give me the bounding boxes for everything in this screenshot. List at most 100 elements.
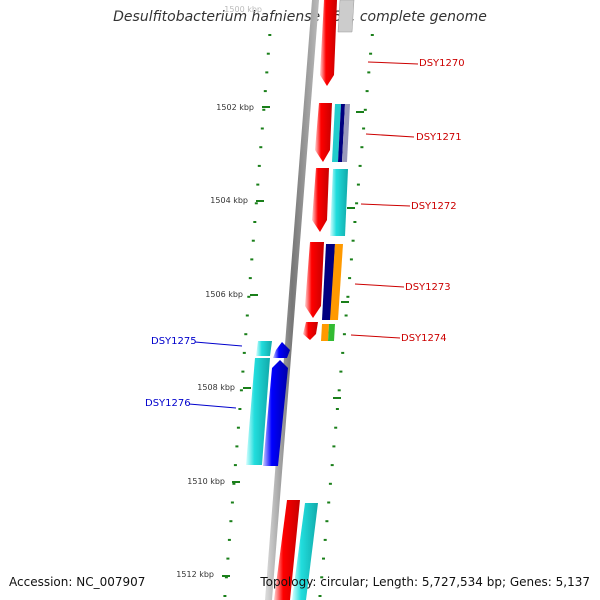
forward-ruler-tick bbox=[325, 520, 329, 523]
reverse-ruler-tick bbox=[262, 108, 266, 111]
gene-shape-dsy1272[interactable] bbox=[312, 168, 329, 232]
gene-leader-lines bbox=[188, 61, 419, 409]
leader-dsy1274 bbox=[350, 334, 401, 339]
forward-ruler-tick bbox=[348, 277, 352, 280]
reverse-ruler-tick bbox=[251, 239, 255, 242]
gene-shape-dsy1271-navy[interactable] bbox=[338, 104, 345, 162]
gene-shape-dsy1271-grey[interactable] bbox=[342, 104, 350, 162]
leader-dsy1272 bbox=[360, 203, 411, 207]
reverse-ruler-tick bbox=[223, 595, 227, 597]
forward-ruler-tick bbox=[342, 333, 346, 336]
accession-label: Accession: bbox=[9, 575, 73, 589]
reverse-ruler-tick bbox=[253, 221, 257, 223]
forward-ruler-tick bbox=[362, 127, 366, 130]
forward-ruler-tick bbox=[346, 295, 350, 298]
forward-ruler bbox=[318, 34, 374, 597]
reverse-ruler-tick bbox=[229, 520, 233, 523]
topology-value: circular bbox=[320, 575, 365, 589]
reverse-ruler-tick bbox=[256, 183, 260, 186]
reverse-ruler-tick bbox=[227, 538, 231, 541]
kbp-label-1512: 1512 kbp bbox=[176, 570, 214, 579]
forward-ruler-tick bbox=[356, 183, 360, 186]
reverse-ruler-tick bbox=[250, 258, 254, 261]
forward-ruler-tick bbox=[318, 595, 322, 597]
kbp-label-1502: 1502 kbp bbox=[216, 103, 254, 112]
gene-shape-top-grey[interactable] bbox=[337, 0, 355, 33]
gene-shape-dsy1274-orange[interactable] bbox=[321, 324, 329, 341]
forward-ruler-tick bbox=[332, 445, 336, 448]
forward-ruler-tick bbox=[323, 538, 327, 541]
reverse-ruler-tick bbox=[259, 146, 263, 149]
gene-shape-dsy1273-orange[interactable] bbox=[330, 244, 343, 320]
forward-ruler-tick bbox=[328, 482, 332, 485]
reverse-ruler-tick bbox=[235, 445, 239, 448]
forward-ruler-tick bbox=[369, 52, 373, 55]
forward-ruler-tick bbox=[320, 576, 324, 579]
reverse-ruler-tick bbox=[257, 164, 261, 167]
kbp-label-1508: 1508 kbp bbox=[197, 383, 235, 392]
forward-ruler-tick bbox=[322, 557, 325, 560]
forward-ruler-tick bbox=[335, 408, 339, 410]
reverse-ruler-tick bbox=[238, 408, 242, 410]
forward-ruler-tick bbox=[363, 108, 367, 111]
gene-shape-dsy1275-blue[interactable] bbox=[273, 342, 290, 358]
gene-shape-dsy1274-green[interactable] bbox=[328, 324, 335, 341]
length-value: 5,727,534 bp bbox=[421, 575, 502, 589]
forward-ruler-tick bbox=[330, 464, 334, 467]
reverse-ruler-tick bbox=[226, 557, 230, 560]
reverse-ruler-tick bbox=[230, 501, 234, 504]
forward-ruler-tick bbox=[358, 164, 362, 167]
leader-dsy1276 bbox=[188, 403, 237, 409]
reverse-ruler-tick bbox=[241, 370, 245, 373]
forward-ruler-tick bbox=[351, 239, 355, 242]
gene-shape-dsy1275[interactable] bbox=[256, 341, 272, 356]
leader-dsy1270 bbox=[367, 61, 419, 65]
leader-dsy1273 bbox=[354, 283, 405, 288]
topology-separator: ; bbox=[364, 575, 373, 589]
gene-shape-bottom-cyan[interactable] bbox=[292, 503, 318, 600]
topology-label: Topology: bbox=[260, 575, 317, 589]
reverse-ruler-tick bbox=[245, 314, 249, 317]
reverse-ruler-tick bbox=[254, 202, 258, 205]
leader-dsy1271 bbox=[365, 133, 415, 138]
gene-label-dsy1271[interactable]: DSY1271 bbox=[416, 132, 462, 143]
reverse-ruler-tick bbox=[263, 90, 267, 93]
gene-shape-bottom-red[interactable] bbox=[274, 500, 300, 600]
kbp-label-1500: 1500 kbp bbox=[224, 5, 262, 14]
gene-shape-dsy1270[interactable] bbox=[320, 0, 337, 86]
gene-labels: DSY1270 DSY1271 DSY1272 DSY1273 DSY1274 … bbox=[145, 58, 465, 409]
page-title: Desulfitobacterium hafniense Y51, comple… bbox=[113, 9, 487, 25]
genome-stats: Topology: circular; Length: 5,727,534 bp… bbox=[260, 575, 590, 589]
forward-ruler-tick bbox=[360, 146, 364, 149]
gene-shape-dsy1273[interactable] bbox=[305, 242, 324, 318]
forward-ruler-tick bbox=[341, 351, 345, 354]
kbp-label-1504: 1504 kbp bbox=[210, 196, 248, 205]
reverse-ruler-tick bbox=[236, 426, 240, 429]
reverse-ruler-tick bbox=[247, 295, 251, 298]
gene-shape-dsy1272-cyan[interactable] bbox=[330, 169, 348, 236]
gene-shape-dsy1274[interactable] bbox=[303, 322, 318, 340]
gene-label-dsy1272[interactable]: DSY1272 bbox=[411, 201, 457, 212]
length-label: Length: bbox=[372, 575, 419, 589]
accession-value: NC_007907 bbox=[76, 575, 146, 589]
gene-shape-dsy1276-blue[interactable] bbox=[263, 360, 288, 466]
gene-label-dsy1273[interactable]: DSY1273 bbox=[405, 282, 451, 293]
gene-label-dsy1274[interactable]: DSY1274 bbox=[401, 333, 447, 344]
gene-label-dsy1275[interactable]: DSY1275 bbox=[151, 336, 197, 347]
gene-label-dsy1276[interactable]: DSY1276 bbox=[145, 398, 191, 409]
reverse-ruler-tick bbox=[224, 576, 228, 579]
forward-ruler-tick bbox=[367, 71, 371, 74]
gene-shape-dsy1276[interactable] bbox=[246, 358, 270, 465]
reverse-ruler-tick bbox=[248, 277, 252, 280]
forward-ruler-tick bbox=[355, 202, 359, 205]
forward-ruler-tick bbox=[353, 221, 357, 223]
reverse-ruler-tick bbox=[232, 482, 236, 485]
gene-shape-dsy1271[interactable] bbox=[315, 103, 332, 162]
kbp-label-1510: 1510 kbp bbox=[187, 477, 225, 486]
reverse-ruler-tick bbox=[260, 127, 264, 130]
reverse-ruler-tick bbox=[242, 351, 246, 354]
kbp-major-ticks bbox=[222, 106, 364, 577]
gene-label-dsy1270[interactable]: DSY1270 bbox=[419, 58, 465, 69]
forward-ruler-tick bbox=[327, 501, 331, 504]
